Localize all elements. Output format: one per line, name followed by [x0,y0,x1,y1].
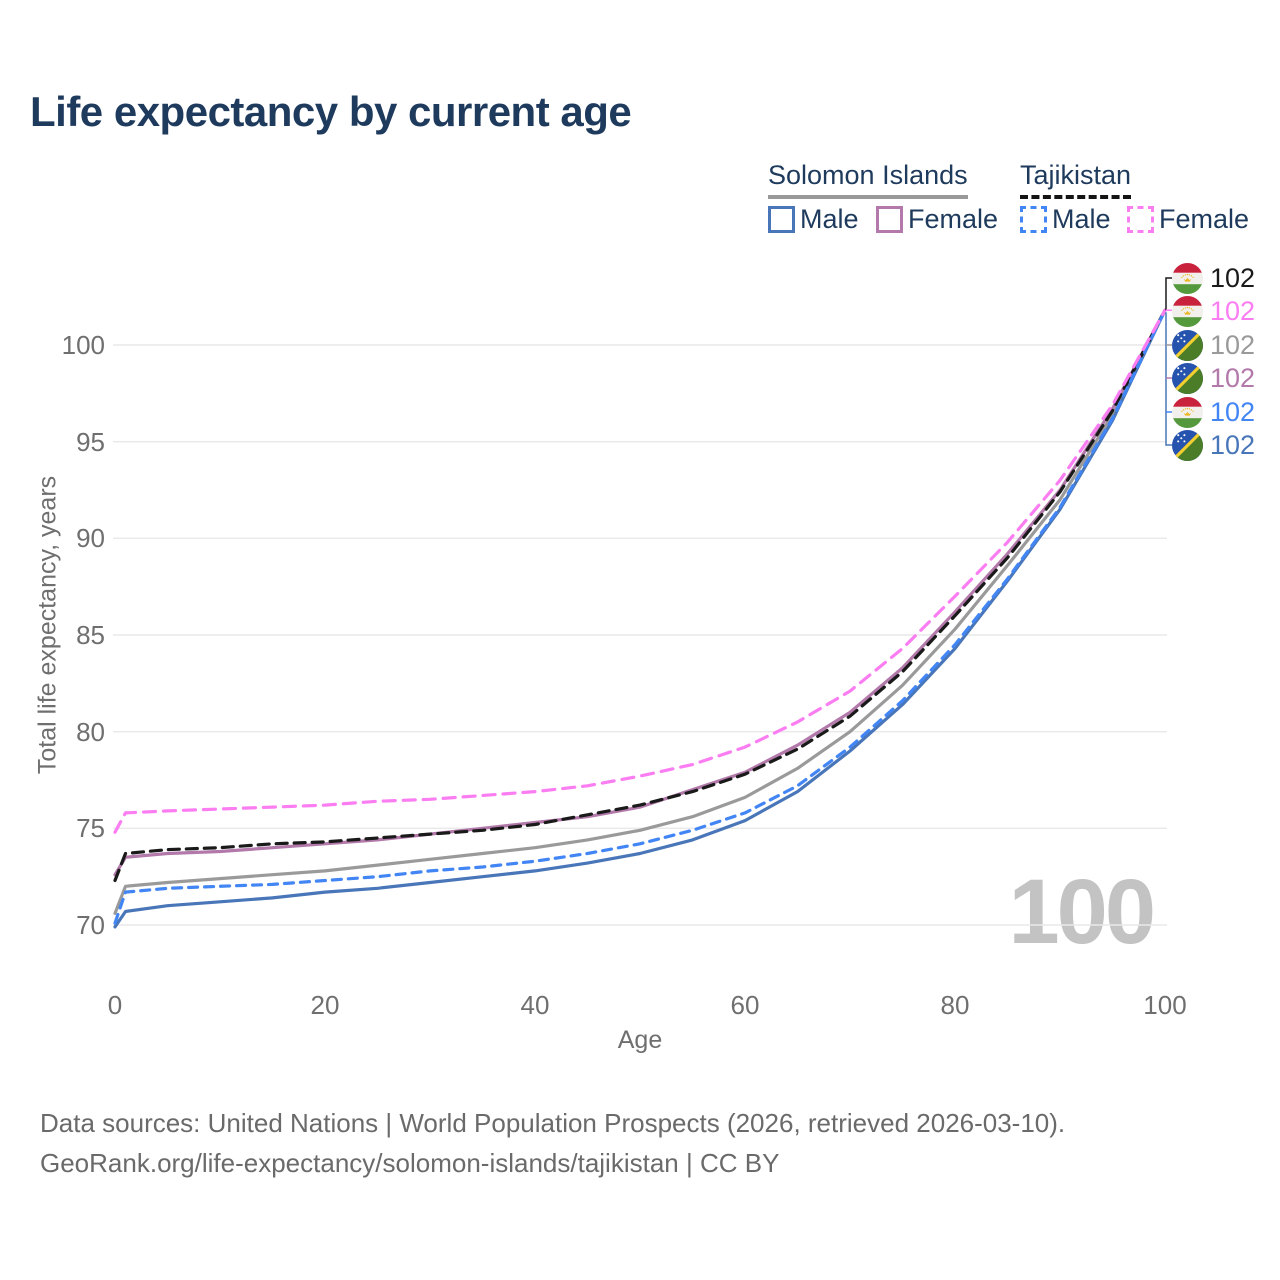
end-label-row-si_male[interactable]: 102 [1172,429,1255,461]
series-line-si_male[interactable] [113,308,1167,929]
x-tick-80: 80 [940,990,970,1020]
legend-item-solomon-islands-female[interactable]: Female [876,204,998,235]
legend-group-solomon-islands: Solomon Islands [768,160,968,199]
y-tick-100: 100 [61,330,105,360]
tajikistan-flag-icon [1172,396,1203,428]
solomon-islands-flag-icon [1172,429,1203,461]
legend-swatch-icon [1127,206,1154,233]
legend-swatch-icon [768,206,795,233]
y-tick-85: 85 [76,620,105,650]
end-label-value: 102 [1210,262,1256,293]
end-label-row-si_total[interactable]: 102 [1172,329,1255,361]
y-tick-90: 90 [76,523,105,554]
legend-item-label: Female [908,204,999,234]
y-tick-75: 75 [76,813,105,844]
tajikistan-flag-icon [1172,295,1203,327]
chart-title: Life expectancy by current age [30,88,632,135]
series-line-tj_female[interactable] [113,308,1167,834]
solomon-islands-flag-icon [1172,362,1203,394]
x-tick-20: 20 [310,990,340,1020]
footer-line-1: Data sources: United Nations | World Pop… [40,1108,1066,1138]
legend-item-label: Male [800,204,859,234]
x-axis-title: Age [617,1026,663,1054]
x-tick-100: 100 [1143,990,1187,1020]
end-label-row-tj_male[interactable]: 102 [1172,396,1255,428]
end-label-row-tj_female[interactable]: 102 [1172,295,1255,327]
end-label-value: 102 [1210,295,1256,326]
y-tick-80: 80 [76,716,105,747]
series-line-tj_total[interactable] [113,308,1167,883]
legend-swatch-icon [1020,206,1047,233]
legend-item-solomon-islands-male[interactable]: Male [768,204,859,235]
leader-line-si-male [1165,312,1172,446]
series-line-si_female[interactable] [113,308,1167,877]
solomon-islands-flag-icon [1172,329,1203,361]
x-tick-0: 0 [107,990,123,1020]
y-tick-70: 70 [76,910,105,940]
series-line-tj_male[interactable] [113,308,1167,925]
end-label-value: 102 [1210,429,1256,460]
legend-item-label: Female [1159,204,1250,234]
footer-line-2: GeoRank.org/life-expectancy/solomon-isla… [40,1148,780,1178]
legend-item-tajikistan-female[interactable]: Female [1127,204,1249,235]
end-label-value: 102 [1210,329,1256,360]
leader-line-tj-total [1165,277,1172,311]
legend-swatch-icon [876,206,903,233]
end-label-row-si_female[interactable]: 102 [1172,362,1255,394]
end-label-row-tj_total[interactable]: 102 [1172,262,1255,294]
y-tick-95: 95 [76,426,105,457]
series-line-si_total[interactable] [113,308,1167,915]
end-label-value: 102 [1210,396,1256,427]
legend-group-tajikistan: Tajikistan [1020,160,1132,199]
x-tick-60: 60 [730,990,760,1020]
tajikistan-flag-icon [1172,262,1203,294]
legend-item-label: Male [1052,204,1111,234]
legend-item-tajikistan-male[interactable]: Male [1020,204,1111,235]
x-tick-40: 40 [520,990,550,1020]
age-watermark: 100 [1008,861,1156,963]
end-label-value: 102 [1210,362,1256,393]
